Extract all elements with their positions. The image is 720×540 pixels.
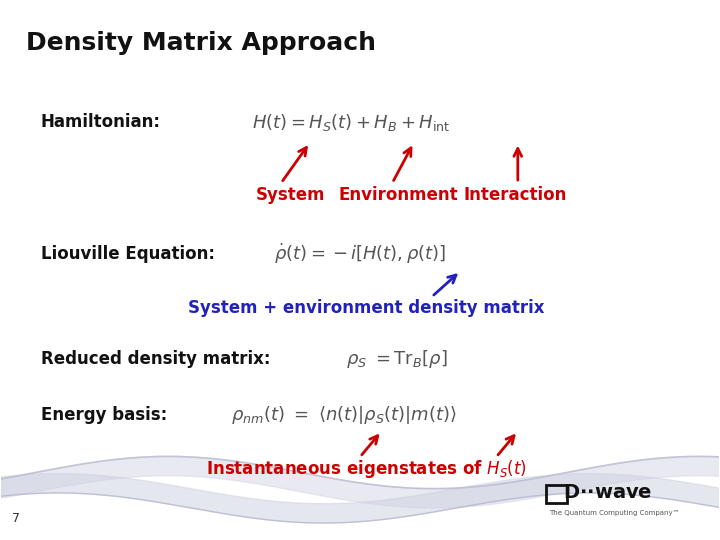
Text: Reduced density matrix:: Reduced density matrix:: [41, 349, 270, 368]
Text: Instantaneous eigenstates of $H_S(t)$: Instantaneous eigenstates of $H_S(t)$: [206, 458, 527, 480]
Text: Energy basis:: Energy basis:: [41, 406, 167, 424]
Text: 7: 7: [12, 512, 20, 525]
Text: Environment: Environment: [338, 186, 458, 204]
Text: The Quantum Computing Company™: The Quantum Computing Company™: [549, 510, 680, 516]
Text: $\dot{\rho}(t) = -i[H(t), \rho(t)]$: $\dot{\rho}(t) = -i[H(t), \rho(t)]$: [274, 242, 446, 266]
Text: $\rho_{nm}(t) \ = \ \langle n(t)|\rho_S(t)|m(t)\rangle$: $\rho_{nm}(t) \ = \ \langle n(t)|\rho_S(…: [231, 404, 456, 426]
Text: $H(t) = H_S(t) + H_B + H_{\mathrm{int}}$: $H(t) = H_S(t) + H_B + H_{\mathrm{int}}$: [253, 112, 451, 133]
Text: Hamiltonian:: Hamiltonian:: [41, 113, 161, 131]
Text: System + environment density matrix: System + environment density matrix: [188, 299, 544, 316]
Text: Liouville Equation:: Liouville Equation:: [41, 245, 215, 263]
Text: $\bf{D{\cdot}{\cdot}wave}$: $\bf{D{\cdot}{\cdot}wave}$: [563, 483, 652, 502]
Text: Density Matrix Approach: Density Matrix Approach: [27, 31, 377, 55]
Text: System: System: [256, 186, 325, 204]
Text: Interaction: Interaction: [464, 186, 567, 204]
Text: $\rho_S \ =\mathrm{Tr}_B[\rho]$: $\rho_S \ =\mathrm{Tr}_B[\rho]$: [346, 348, 447, 370]
